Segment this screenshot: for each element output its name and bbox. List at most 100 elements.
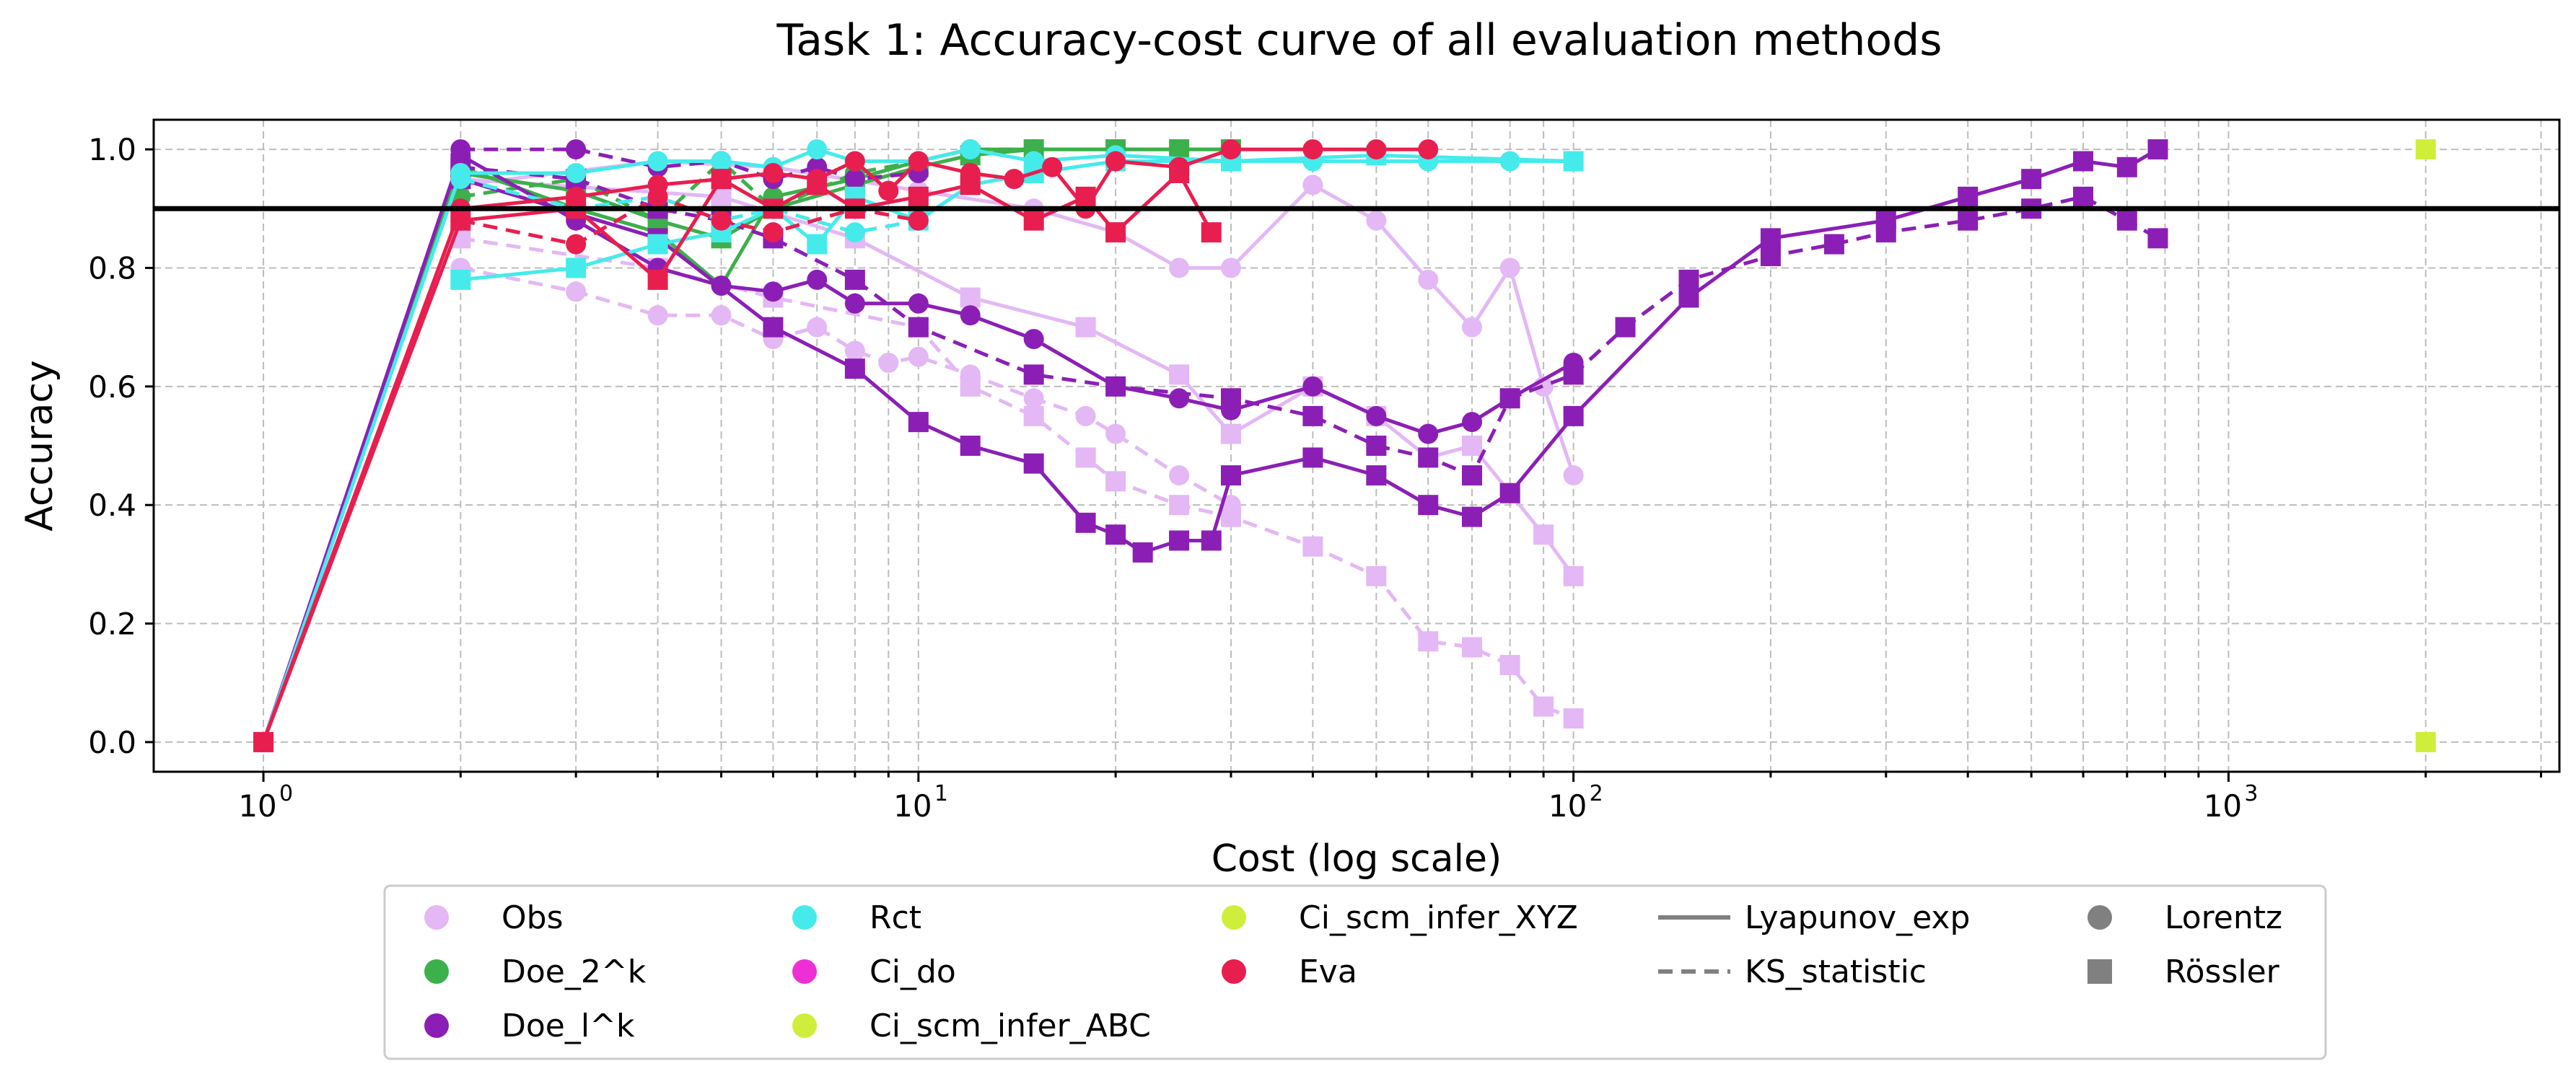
data-point-circle [647, 305, 668, 326]
series-line [261, 147, 1231, 743]
data-point-circle [1023, 388, 1044, 409]
data-point-square [450, 210, 471, 231]
data-point-circle [960, 305, 981, 326]
series-obs [450, 169, 1584, 586]
series-line [460, 177, 1575, 578]
data-point-square [1462, 436, 1483, 456]
data-point-square [1533, 524, 1554, 545]
legend-marker-circle [2087, 905, 2112, 930]
legend-entry: KS_statistic [1658, 954, 1927, 990]
data-point-square [1220, 423, 1241, 444]
series-eva [253, 162, 1222, 752]
data-point-square [908, 186, 929, 207]
data-point-square [647, 234, 668, 255]
y-tick-label: 0.2 [88, 607, 136, 642]
data-point-square [1169, 530, 1190, 551]
data-point-square [1023, 453, 1044, 474]
data-point-square [1678, 287, 1699, 308]
data-point-circle [908, 293, 929, 314]
x-tick-label: 10 [2204, 788, 2242, 824]
data-point-square [1958, 210, 1979, 231]
data-point-circle [844, 222, 865, 243]
chart-title: Task 1: Accuracy-cost curve of all evalu… [776, 15, 1942, 66]
series-layer [253, 139, 2436, 752]
plot-frame [152, 118, 2561, 773]
data-point-circle [1302, 139, 1323, 160]
data-point-square [1023, 210, 1044, 231]
legend: Obs Doe_2^k Doe_l^k Rct Ci_do Ci_scm_infer_AB… [383, 884, 2327, 1060]
series-ci-scm-infer-xyz [2415, 731, 2436, 752]
data-point-square [1499, 483, 1520, 503]
data-point-square [1220, 506, 1241, 527]
data-point-square [2415, 139, 2436, 160]
legend-label: Ci_scm_infer_XYZ [1299, 899, 1578, 936]
legend-label: Eva [1299, 954, 1357, 990]
data-point-square [1499, 388, 1520, 409]
data-point-circle [566, 139, 587, 160]
data-point-circle [878, 180, 899, 201]
legend-label: KS_statistic [1745, 954, 1927, 990]
y-tick-label: 0.0 [88, 725, 136, 760]
axes: 0.00.20.40.60.81.010 0 10 1 10 2 10 3 [88, 132, 2543, 824]
data-point-square [2116, 210, 2137, 231]
data-point-circle [647, 186, 668, 207]
data-point-square [253, 731, 274, 752]
data-point-square [2021, 169, 2042, 190]
data-point-square [1418, 631, 1439, 652]
data-point-circle [450, 139, 471, 160]
data-point-square [1023, 405, 1044, 426]
data-point-square [807, 175, 828, 195]
x-tick-exponent: 3 [2244, 781, 2258, 806]
legend-marker-circle [1222, 959, 1246, 984]
data-point-square [1169, 495, 1190, 516]
data-point-square [1563, 151, 1584, 172]
x-tick-exponent: 0 [279, 781, 293, 806]
x-tick-label: 10 [893, 788, 932, 824]
legend-marker-circle [792, 959, 817, 984]
data-point-circle [1302, 376, 1323, 397]
data-point-square [647, 269, 668, 290]
data-point-circle [1462, 412, 1483, 433]
data-point-circle [566, 281, 587, 302]
data-point-square [450, 269, 471, 290]
data-point-circle [450, 169, 471, 190]
data-point-circle [1004, 169, 1025, 190]
data-point-circle [1105, 423, 1126, 444]
data-point-circle [1220, 139, 1241, 160]
data-point-square [1132, 542, 1153, 563]
data-point-circle [1499, 257, 1520, 278]
x-axis-label: Cost (log scale) [1212, 837, 1502, 881]
y-tick-label: 1.0 [88, 132, 136, 167]
data-point-square [960, 376, 981, 397]
legend-label: Lorentz [2165, 899, 2282, 936]
data-point-circle [647, 151, 668, 172]
data-point-square [1302, 447, 1323, 468]
data-point-circle [763, 281, 784, 302]
data-point-circle [1169, 257, 1190, 278]
legend-marker-circle [1222, 905, 1246, 930]
data-point-circle [908, 346, 929, 367]
data-point-circle [1075, 405, 1096, 426]
data-point-circle [844, 151, 865, 172]
data-point-square [1075, 512, 1096, 533]
data-point-square [960, 436, 981, 456]
data-point-circle [1169, 465, 1190, 486]
y-axis-label: Accuracy [18, 360, 61, 531]
data-point-circle [908, 210, 929, 231]
legend-label: Rct [869, 899, 921, 936]
data-point-circle [566, 234, 587, 255]
data-point-square [1220, 388, 1241, 409]
data-point-circle [1418, 139, 1439, 160]
data-point-square [1105, 376, 1126, 397]
data-point-square [1533, 696, 1554, 717]
legend-entry: Rössler [2087, 954, 2280, 990]
x-tick-exponent: 2 [1590, 781, 1603, 806]
legend-label: Doe_2^k [501, 954, 647, 990]
data-point-square [2073, 151, 2094, 172]
legend-marker-circle [424, 1013, 449, 1038]
data-point-circle [763, 162, 784, 183]
series-ci-scm-infer-abc [2415, 139, 2436, 160]
data-point-square [1105, 222, 1126, 243]
data-point-circle [1220, 257, 1241, 278]
series-line [460, 165, 2159, 477]
